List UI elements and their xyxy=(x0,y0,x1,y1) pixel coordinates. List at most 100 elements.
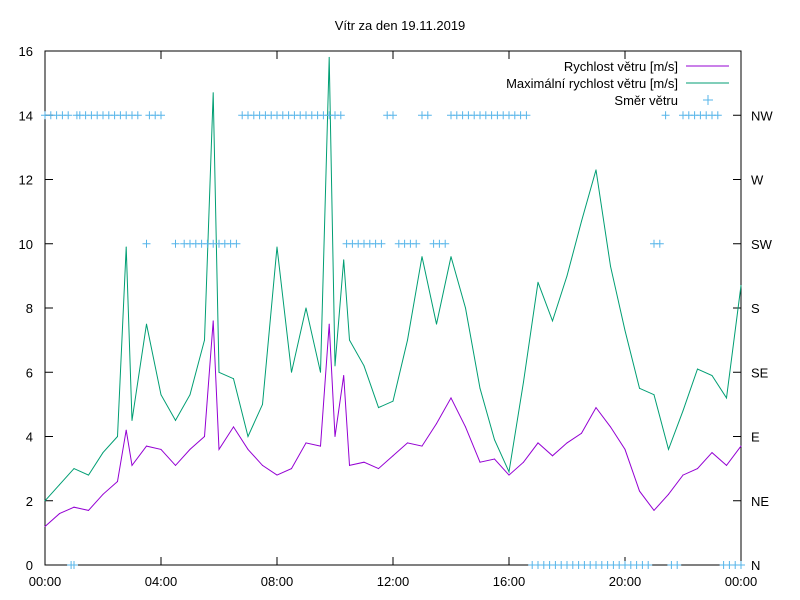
data-point xyxy=(711,452,713,454)
x-tick-label: 08:00 xyxy=(261,574,294,589)
data-point xyxy=(160,448,162,450)
data-point xyxy=(218,448,220,450)
data-point xyxy=(189,448,191,450)
data-point xyxy=(276,474,278,476)
data-point xyxy=(363,365,365,367)
data-point xyxy=(465,307,466,309)
data-point xyxy=(233,378,234,380)
direction-marker xyxy=(522,111,531,120)
legend-label-max-speed: Maximální rychlost větru [m/s] xyxy=(506,76,678,91)
y-right-tick-label: S xyxy=(751,301,760,316)
legend: Rychlost větru [m/s] Maximální rychlost … xyxy=(506,59,729,108)
data-point xyxy=(566,442,568,444)
data-point xyxy=(117,436,118,437)
data-point xyxy=(247,448,249,450)
data-point xyxy=(624,448,626,450)
direction-marker xyxy=(661,111,670,120)
data-point xyxy=(276,246,278,248)
direction-marker xyxy=(412,239,421,248)
legend-marker-direction xyxy=(703,95,713,105)
x-tick-label: 00:00 xyxy=(725,574,758,589)
legend-label-speed: Rychlost větru [m/s] xyxy=(564,59,678,74)
data-point xyxy=(595,407,597,409)
data-point xyxy=(175,464,176,466)
data-point xyxy=(697,368,698,370)
y-left-tick-label: 16 xyxy=(19,44,33,59)
series-layer xyxy=(41,56,745,569)
data-point xyxy=(392,400,394,402)
data-point xyxy=(349,464,350,466)
data-point xyxy=(639,387,640,389)
data-point xyxy=(305,442,307,444)
data-point xyxy=(436,423,437,425)
data-point xyxy=(73,506,75,508)
data-point xyxy=(44,525,46,527)
data-point xyxy=(212,320,214,322)
y-right-tick-label: SE xyxy=(751,365,769,380)
y-right-tick-label: SW xyxy=(751,237,773,252)
x-tick-label: 04:00 xyxy=(145,574,178,589)
y-left-tick-label: 0 xyxy=(26,558,33,573)
data-point xyxy=(479,387,481,389)
x-tick-label: 20:00 xyxy=(609,574,642,589)
direction-marker xyxy=(655,239,664,248)
x-tick-label: 16:00 xyxy=(493,574,526,589)
data-point xyxy=(639,490,640,492)
data-point xyxy=(291,371,292,373)
direction-marker xyxy=(336,111,345,120)
data-point xyxy=(523,381,524,383)
direction-marker xyxy=(171,239,180,248)
y-right-tick-label: E xyxy=(751,430,760,445)
data-point xyxy=(653,394,655,396)
data-point xyxy=(59,484,60,486)
data-point xyxy=(581,432,582,434)
data-point xyxy=(494,458,495,460)
data-point xyxy=(668,493,669,495)
data-point xyxy=(363,461,365,463)
data-point xyxy=(218,371,220,373)
data-point xyxy=(392,455,394,457)
y-left-tick-label: 8 xyxy=(26,301,33,316)
data-point xyxy=(233,426,234,428)
data-point xyxy=(740,285,742,287)
series-2 xyxy=(41,111,745,569)
data-point xyxy=(740,445,742,447)
data-point xyxy=(523,461,524,463)
x-tick-label: 00:00 xyxy=(29,574,62,589)
data-point xyxy=(305,307,307,309)
data-point xyxy=(537,281,539,283)
direction-marker xyxy=(64,111,73,120)
data-point xyxy=(59,513,60,515)
data-point xyxy=(160,394,162,396)
data-point xyxy=(102,452,104,454)
data-point xyxy=(328,323,330,325)
y-right-tick-label: W xyxy=(751,173,764,188)
y-left-tick-label: 10 xyxy=(19,237,33,252)
data-point xyxy=(537,442,539,444)
data-point xyxy=(421,256,423,258)
data-point xyxy=(73,468,75,470)
data-point xyxy=(349,339,350,341)
data-point xyxy=(450,256,452,258)
direction-marker xyxy=(673,561,682,569)
data-point xyxy=(247,436,249,437)
data-point xyxy=(465,426,466,428)
series-0 xyxy=(44,320,742,527)
data-point xyxy=(343,374,345,376)
data-point xyxy=(378,407,379,409)
data-point xyxy=(407,442,408,444)
data-point xyxy=(726,464,727,466)
y-left-tick-label: 14 xyxy=(19,108,33,123)
x-axis: 00:00 04:00 08:00 12:00 16:00 20:00 00:00 xyxy=(29,51,758,589)
data-point xyxy=(334,365,336,367)
data-point xyxy=(479,461,481,463)
data-point xyxy=(595,169,597,171)
data-point xyxy=(189,394,191,396)
data-point xyxy=(320,445,321,447)
y-right-tick-label: N xyxy=(751,558,760,573)
direction-marker xyxy=(142,239,151,248)
data-point xyxy=(125,429,127,431)
data-point xyxy=(320,371,321,373)
direction-marker xyxy=(377,239,386,248)
